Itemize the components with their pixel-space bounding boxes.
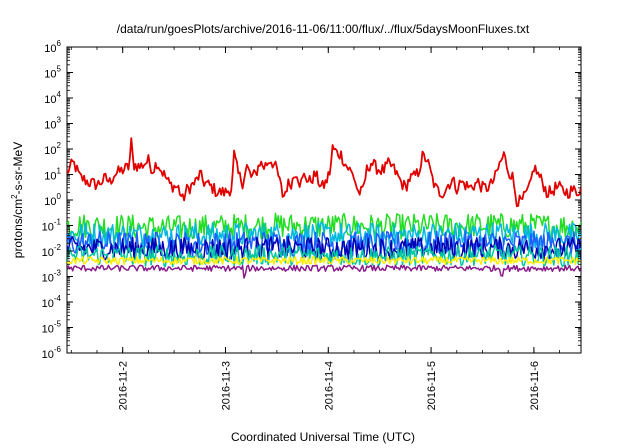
y-tick-label-exponent: -1 — [54, 218, 62, 227]
plot-area — [66, 46, 582, 354]
y-tick-label: 104 — [44, 90, 61, 106]
chart-title: /data/run/goesPlots/archive/2016-11-06/1… — [117, 22, 530, 36]
y-tick-label-base: 10 — [44, 196, 56, 208]
y-tick-label: 10-5 — [42, 320, 62, 336]
y-tick-label-exponent: 3 — [57, 116, 62, 125]
y-axis-label-main: protons/cm — [11, 199, 25, 258]
y-tick-label-exponent: 2 — [57, 141, 62, 150]
y-tick-label: 10-6 — [42, 345, 62, 361]
series-line — [67, 264, 581, 279]
series-line — [67, 236, 581, 262]
y-tick-label-exponent: 6 — [57, 39, 62, 48]
y-tick-label-exponent: -6 — [54, 345, 62, 354]
y-tick-label-exponent: 5 — [57, 65, 62, 74]
y-tick-label-base: 10 — [44, 145, 56, 157]
y-tick-label-base: 10 — [42, 247, 54, 259]
y-tick-label-exponent: -5 — [54, 320, 62, 329]
y-tick-label-base: 10 — [42, 222, 54, 234]
y-tick-label: 106 — [44, 39, 61, 55]
x-axis: 2016-11-2 2016-11-3 2016-11-4 2016-11-5 2016… — [70, 47, 560, 410]
y-tick-label: 100 — [44, 192, 61, 208]
y-axis: 10-610-510-410-310-210-11001011021031041… — [42, 39, 581, 361]
x-tick-label: 2016-11-4 — [323, 361, 335, 410]
y-tick-label-exponent: 0 — [57, 192, 62, 201]
y-tick-label-exponent: -3 — [54, 269, 62, 278]
y-tick-label: 10-2 — [42, 243, 62, 259]
x-tick-label: 2016-11-2 — [118, 361, 130, 410]
y-tick-label: 105 — [44, 65, 61, 81]
y-axis-label-superscript: 2 — [10, 194, 19, 199]
y-tick-label: 102 — [44, 141, 61, 157]
x-axis-label: Coordinated Universal Time (UTC) — [231, 430, 415, 444]
y-axis-label: protons/cm2-s-sr-MeV — [10, 142, 25, 258]
y-tick-label-base: 10 — [42, 298, 54, 310]
y-tick-label-exponent: 1 — [57, 167, 62, 176]
y-tick-label: 101 — [44, 167, 61, 183]
y-tick-label-exponent: -2 — [54, 243, 62, 252]
series-line — [67, 256, 581, 266]
y-axis-label-units: -s-sr-MeV — [11, 142, 25, 195]
y-tick-label-base: 10 — [44, 120, 56, 132]
x-tick-label: 2016-11-3 — [220, 361, 232, 410]
y-tick-label: 10-4 — [42, 294, 62, 310]
x-tick-label: 2016-11-6 — [529, 361, 541, 410]
series-line — [67, 244, 581, 268]
y-tick-label-exponent: 4 — [57, 90, 62, 99]
y-tick-label-base: 10 — [44, 171, 56, 183]
y-tick-label-base: 10 — [44, 94, 56, 106]
y-tick-label-base: 10 — [42, 324, 54, 336]
y-tick-label: 10-1 — [42, 218, 62, 234]
y-tick-label-base: 10 — [42, 273, 54, 285]
y-tick-label-base: 10 — [44, 43, 56, 55]
y-tick-label-exponent: -4 — [54, 294, 62, 303]
x-tick-label: 2016-11-5 — [426, 361, 438, 410]
y-tick-label-base: 10 — [44, 69, 56, 81]
series-line — [67, 137, 581, 208]
y-tick-label: 103 — [44, 116, 61, 132]
y-tick-label-base: 10 — [42, 349, 54, 361]
y-tick-label: 10-3 — [42, 269, 62, 285]
series-layer — [67, 137, 581, 279]
